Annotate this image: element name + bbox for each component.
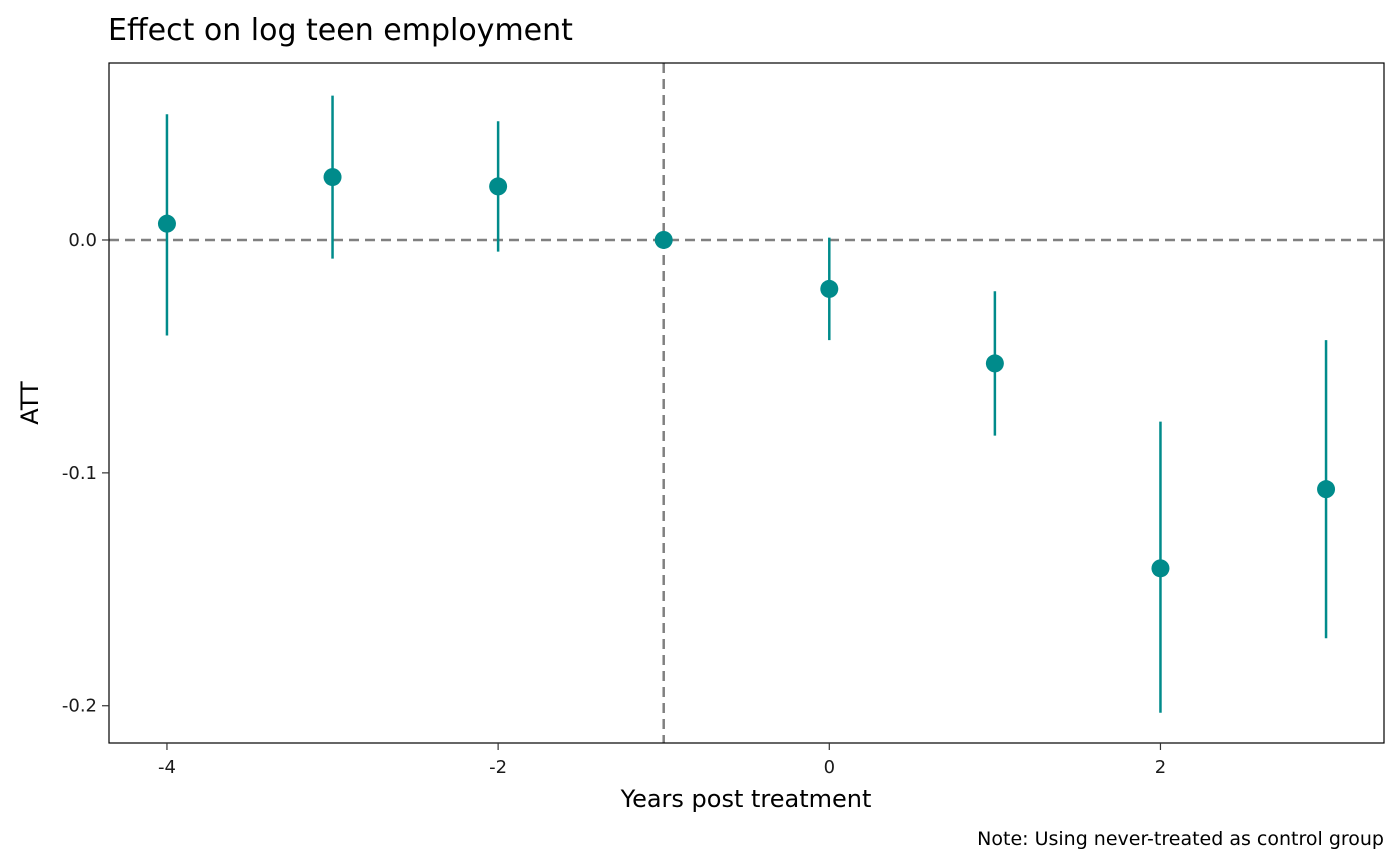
plot-frame xyxy=(108,62,1385,744)
y-tick-label: -0.1 xyxy=(62,463,97,484)
data-point xyxy=(654,230,673,249)
data-point xyxy=(1151,559,1170,578)
data-point xyxy=(157,214,176,233)
y-tick-label: 0.0 xyxy=(68,230,97,251)
data-point xyxy=(323,168,342,187)
x-tick-label: -4 xyxy=(158,757,176,778)
x-tick-label: -2 xyxy=(489,757,507,778)
y-tick-label: -0.2 xyxy=(62,696,97,717)
x-tick-label: 2 xyxy=(1155,757,1166,778)
y-axis-title: ATT xyxy=(16,381,44,425)
data-point xyxy=(985,354,1004,373)
plot-area: -4 -2 0 2 0.0 -0.1 -0.2 xyxy=(62,62,1385,778)
data-point xyxy=(1317,480,1336,499)
chart-title: Effect on log teen employment xyxy=(108,13,573,48)
x-axis-title: Years post treatment xyxy=(620,785,872,813)
x-tick-label: 0 xyxy=(824,757,835,778)
data-point xyxy=(489,177,508,196)
caption-note: Note: Using never-treated as control gro… xyxy=(977,828,1384,850)
data-point xyxy=(820,279,839,298)
